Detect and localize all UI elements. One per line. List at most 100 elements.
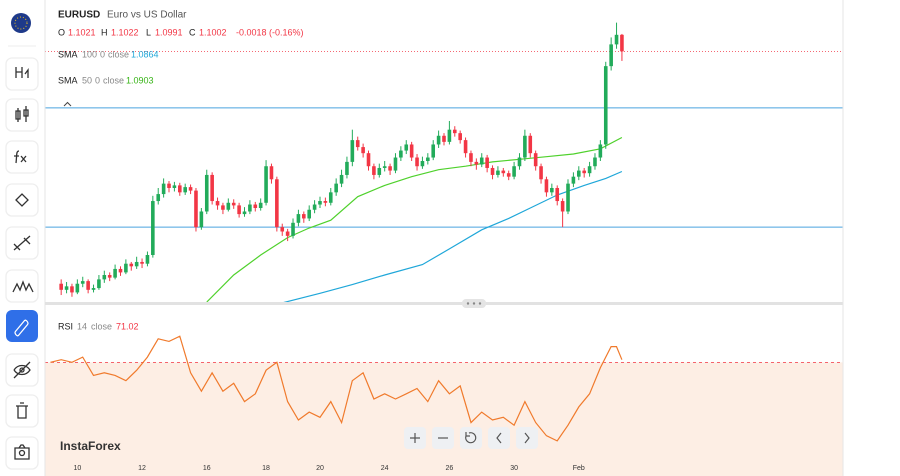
scroll-right-button[interactable] xyxy=(516,427,538,449)
candle-body xyxy=(409,144,414,158)
candle-body xyxy=(479,157,484,165)
candle-body xyxy=(86,281,90,290)
patterns-button[interactable] xyxy=(5,269,39,303)
x-tick-label: 26 xyxy=(445,465,453,472)
candle-body xyxy=(523,135,527,158)
candle-body xyxy=(463,140,468,154)
candle-body xyxy=(388,166,392,171)
collapse-legend[interactable] xyxy=(63,101,72,107)
candle-body xyxy=(64,286,69,290)
candle-body xyxy=(75,283,80,293)
candle-body xyxy=(620,34,624,52)
pane-resize-handle[interactable] xyxy=(462,299,486,308)
screenshot-button[interactable] xyxy=(5,436,39,470)
change: -0.0018 (-0.16%) xyxy=(236,27,304,37)
x-tick-label: 12 xyxy=(138,465,146,472)
candle-body xyxy=(496,170,500,175)
candle-body xyxy=(598,144,603,158)
magnet-button[interactable] xyxy=(6,310,38,342)
symbol-description: Euro vs US Dollar xyxy=(107,10,187,21)
delete-button[interactable] xyxy=(5,394,39,428)
x-tick-label: Feb xyxy=(573,465,585,472)
candle-body xyxy=(161,183,166,195)
candle-body xyxy=(404,144,409,151)
candle-body xyxy=(603,66,608,145)
candle-body xyxy=(183,187,187,193)
zoom-out-button[interactable] xyxy=(432,427,454,449)
indicators-button[interactable] xyxy=(5,140,39,174)
candle-body xyxy=(609,44,613,67)
candle-body xyxy=(291,222,295,236)
price-pane xyxy=(45,22,843,302)
candle-body xyxy=(501,170,506,174)
indicator-name: SMA xyxy=(58,49,78,59)
candle-body xyxy=(70,286,74,293)
flag-button[interactable] xyxy=(11,13,31,33)
candle-body xyxy=(539,166,543,180)
scroll-left-button[interactable] xyxy=(488,427,510,449)
candle-body xyxy=(474,161,479,165)
indicator-param: close xyxy=(91,321,112,331)
rsi-pane xyxy=(45,335,843,476)
candle-body xyxy=(113,268,117,278)
candle-body xyxy=(512,166,516,177)
rsi-line xyxy=(50,335,623,442)
candle-body xyxy=(544,179,549,193)
candle-body xyxy=(107,275,112,278)
candle-body xyxy=(355,140,360,148)
shapes-button[interactable] xyxy=(5,183,39,217)
candle-body xyxy=(258,202,263,209)
candle-body xyxy=(269,166,274,180)
candle-body xyxy=(118,268,123,273)
candle-body xyxy=(485,157,489,168)
candle-body xyxy=(582,170,586,174)
candle-body xyxy=(506,173,511,177)
candle-body xyxy=(372,166,376,175)
candle-body xyxy=(458,133,462,141)
indicator-param: 50 xyxy=(82,75,92,85)
candle-body xyxy=(560,201,565,212)
candle-body xyxy=(140,261,144,264)
indicator-param: close xyxy=(108,49,129,59)
candle-body xyxy=(382,166,387,168)
legend-header: EURUSD Euro vs US Dollar O 1.1021 H 1.10… xyxy=(58,10,304,332)
x-tick-label: 10 xyxy=(73,465,81,472)
candle-body xyxy=(576,170,581,177)
x-tick-label: 30 xyxy=(510,465,518,472)
candle-body xyxy=(328,192,333,203)
timeframe-button[interactable] xyxy=(5,57,39,91)
lines-button[interactable] xyxy=(5,226,39,260)
chart-type-button[interactable] xyxy=(5,98,39,132)
candle-body xyxy=(296,214,301,223)
zoom-in-button[interactable] xyxy=(404,427,426,449)
ohlc-value: 1.1022 xyxy=(111,27,139,37)
hide-button[interactable] xyxy=(5,353,39,387)
indicator-name: RSI xyxy=(58,321,73,331)
ohlc-label: L xyxy=(146,27,151,37)
indicator-param: close xyxy=(103,75,124,85)
candle-body xyxy=(415,157,419,167)
candle-body xyxy=(97,279,101,289)
ohlc-value: 1.1021 xyxy=(68,27,96,37)
candle-body xyxy=(188,187,193,191)
candle-body xyxy=(302,214,306,219)
candle-body xyxy=(447,129,452,142)
candle-body xyxy=(550,187,554,193)
candle-body xyxy=(436,135,441,145)
candle-body xyxy=(571,176,576,184)
x-tick-label: 18 xyxy=(262,465,270,472)
ohlc-label: O xyxy=(58,27,65,37)
ohlc-label: C xyxy=(189,27,196,37)
indicator-value: 1.0903 xyxy=(126,75,154,85)
candle-body xyxy=(248,204,252,212)
indicator-param: 14 xyxy=(77,321,87,331)
left-toolbar xyxy=(0,0,46,476)
candle-body xyxy=(204,174,209,212)
candle-body xyxy=(177,185,182,193)
candle-body xyxy=(533,153,538,167)
candle-body xyxy=(59,283,63,290)
candle-body xyxy=(91,288,96,290)
reset-button[interactable] xyxy=(460,427,482,449)
candle-body xyxy=(102,275,107,280)
candle-body xyxy=(420,161,425,167)
